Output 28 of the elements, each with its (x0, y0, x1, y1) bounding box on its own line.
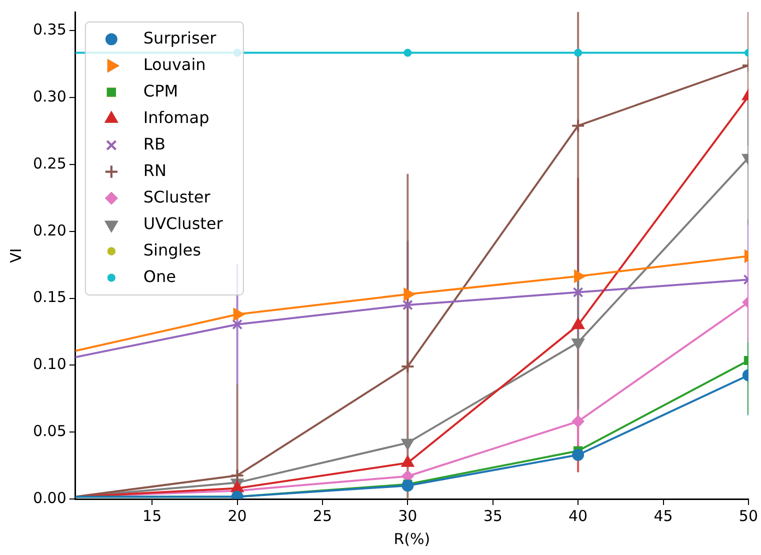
x-tick-label: 25 (312, 506, 332, 525)
x-tick-label: 35 (483, 506, 502, 525)
x-axis-title: R(%) (394, 530, 430, 548)
legend-label: UVCluster (143, 214, 224, 233)
legend-label: CPM (143, 81, 178, 100)
y-tick-label: 0.25 (32, 154, 66, 172)
x-tick-label: 45 (654, 506, 673, 525)
y-tick-label: 0.35 (32, 20, 66, 39)
y-axis-title: VI (6, 248, 25, 263)
x-tick-label: 50 (738, 506, 758, 525)
y-tick-label: 0.10 (32, 355, 66, 374)
legend-label: Surpriser (143, 28, 217, 48)
y-tick-label: 0.05 (32, 422, 66, 440)
legend-label: RB (143, 134, 166, 154)
x-tick-label: 20 (228, 506, 247, 525)
legend-label: SCluster (143, 187, 211, 206)
legend-label: Singles (143, 240, 201, 260)
y-tick-label: 0.15 (32, 288, 66, 306)
legend-label: One (143, 266, 176, 286)
legend-label: Infomap (143, 108, 210, 127)
legend-label: Louvain (143, 54, 206, 74)
y-tick-label: 0.00 (32, 488, 66, 507)
legend-label: RN (143, 160, 166, 180)
y-tick-label: 0.20 (32, 221, 66, 240)
y-tick-label: 0.30 (32, 88, 66, 106)
x-tick-label: 30 (398, 506, 418, 525)
x-tick-label: 40 (568, 506, 588, 525)
x-tick-label: 15 (142, 506, 162, 525)
